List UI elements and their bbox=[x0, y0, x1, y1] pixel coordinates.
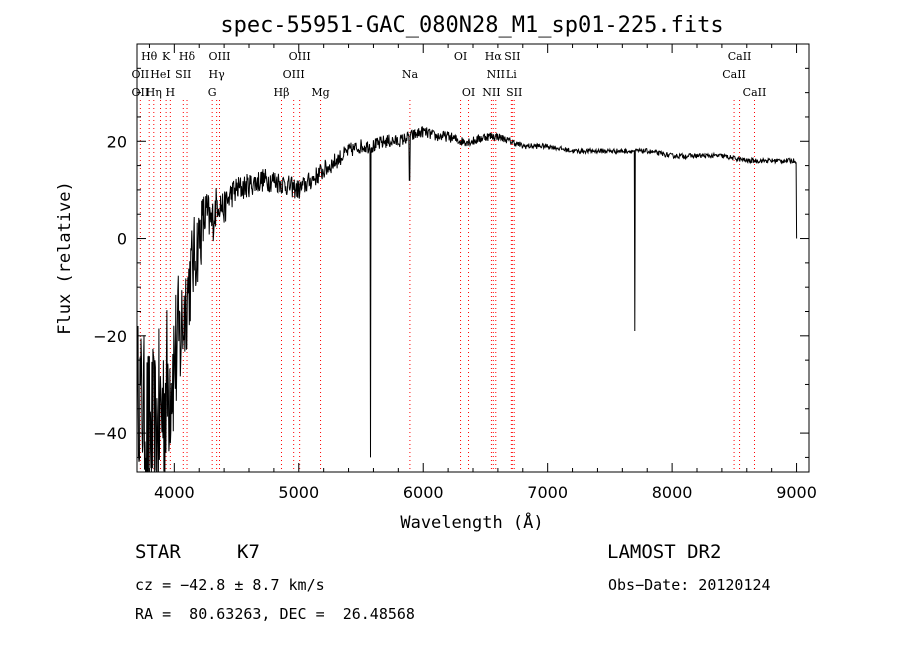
x-tick-label: 5000 bbox=[278, 483, 319, 502]
spectral-line-label: Li bbox=[506, 68, 517, 81]
redshift-info: cz = −42.8 ± 8.7 km/s bbox=[135, 576, 325, 594]
spectral-line-label: OI bbox=[454, 50, 467, 63]
y-tick-label: −40 bbox=[93, 424, 127, 443]
spectral-line-label: NII bbox=[487, 68, 505, 81]
spectral-line-label: SII bbox=[175, 68, 191, 81]
spectral-line-label: Na bbox=[402, 68, 419, 81]
spectral-line-label: Hθ bbox=[141, 50, 158, 63]
spectral-line-label: SII bbox=[506, 86, 522, 99]
y-axis-ticks: −40 −20 0 20 bbox=[93, 67, 809, 458]
spectral-line-label: OI bbox=[462, 86, 475, 99]
survey-name: LAMOST DR2 bbox=[607, 541, 722, 563]
spectral-line-label: Hγ bbox=[209, 68, 226, 81]
spectral-line-label: G bbox=[208, 86, 217, 99]
flux-series bbox=[136, 126, 798, 473]
spectral-line-label: H bbox=[166, 86, 176, 99]
spectral-line-label: OIII bbox=[283, 68, 305, 81]
object-subclass: K7 bbox=[237, 541, 260, 563]
spectral-line-label: OIII bbox=[208, 50, 230, 63]
x-tick-label: 9000 bbox=[776, 483, 817, 502]
spectral-line-label: HeI bbox=[150, 68, 170, 81]
spectral-line-label: K bbox=[162, 50, 171, 63]
spectral-line-label: OII bbox=[132, 68, 150, 81]
spectral-line-label: Hδ bbox=[179, 50, 196, 63]
x-axis-label: Wavelength (Å) bbox=[400, 511, 543, 533]
x-tick-label: 7000 bbox=[527, 483, 568, 502]
spectral-line-label: OIII bbox=[289, 50, 311, 63]
spectral-line-label: Hη bbox=[146, 86, 162, 99]
observation-date: Obs−Date: 20120124 bbox=[608, 576, 771, 594]
y-tick-label: −20 bbox=[93, 327, 127, 346]
y-tick-label: 20 bbox=[107, 132, 127, 151]
y-axis-label: Flux (relative) bbox=[55, 181, 75, 335]
flux-line bbox=[136, 126, 798, 473]
spectral-line-label: Hα bbox=[485, 50, 503, 63]
coordinates: RA = 80.63263, DEC = 26.48568 bbox=[135, 605, 415, 623]
object-class: STAR bbox=[135, 541, 181, 563]
plot-frame bbox=[136, 43, 810, 473]
y-tick-label: 0 bbox=[117, 230, 127, 249]
spectral-line-label: NII bbox=[482, 86, 500, 99]
x-tick-label: 4000 bbox=[154, 483, 195, 502]
spectral-line-label: Hβ bbox=[274, 86, 290, 99]
x-axis-ticks: 4000 5000 6000 7000 8000 9000 bbox=[148, 44, 817, 502]
chart-title: spec-55951-GAC_080N28_M1_sp01-225.fits bbox=[220, 13, 723, 38]
spectral-line-label: CaII bbox=[722, 68, 746, 81]
x-tick-label: 8000 bbox=[652, 483, 693, 502]
spectral-line-label: Mg bbox=[311, 86, 329, 99]
spectral-line-label: SII bbox=[504, 50, 520, 63]
spectral-line-label: CaII bbox=[743, 86, 767, 99]
spectral-line-label: CaII bbox=[728, 50, 752, 63]
x-tick-label: 6000 bbox=[403, 483, 444, 502]
